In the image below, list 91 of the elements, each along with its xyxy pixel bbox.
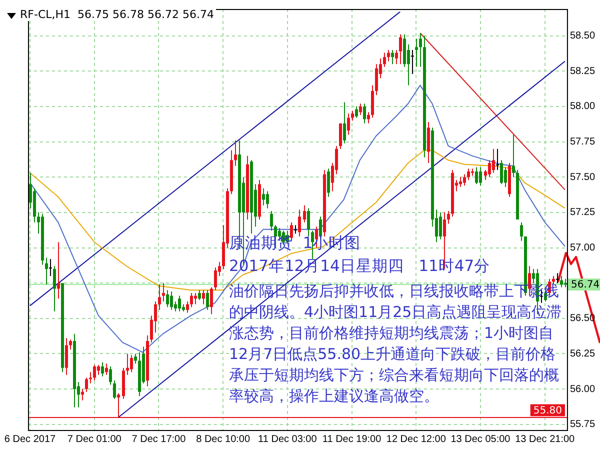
candlestick [415, 38, 418, 68]
candlestick [496, 148, 499, 171]
y-tick-label: 58.00 [570, 101, 596, 112]
y-tick-label: 56.00 [570, 384, 596, 395]
candlestick [303, 204, 306, 223]
candlestick [166, 290, 169, 308]
candlestick [399, 34, 402, 65]
candlestick [479, 166, 482, 186]
candlestick [202, 290, 205, 305]
candlestick [298, 209, 301, 237]
candlestick [190, 292, 193, 308]
x-tick-label: 7 Dec 17:00 [132, 434, 186, 445]
candlestick [93, 364, 96, 382]
x-tick-label: 6 Dec 2017 [4, 434, 56, 445]
candlestick [210, 286, 213, 315]
x-tick-label: 11 Dec 03:00 [258, 434, 318, 445]
candlestick [234, 140, 237, 166]
y-tick-label: 57.00 [570, 242, 596, 254]
candlestick [178, 295, 181, 312]
candlestick [57, 242, 60, 300]
x-tick-label: 13 Dec 05:00 [450, 434, 511, 445]
candlestick [198, 290, 201, 301]
candlestick [270, 210, 273, 232]
y-tick-label: 57.50 [570, 172, 596, 183]
candlestick [130, 354, 133, 373]
candlestick [488, 160, 491, 178]
candlestick [134, 353, 137, 364]
candlestick [113, 380, 116, 400]
candlestick [367, 112, 370, 124]
candlestick [419, 32, 422, 68]
candlestick [339, 122, 342, 150]
candlestick [359, 103, 362, 116]
candlestick [355, 106, 358, 118]
candlestick [512, 134, 515, 178]
candlestick [556, 272, 559, 284]
candlestick [53, 266, 56, 312]
candlestick [395, 49, 398, 65]
candlestick [158, 284, 161, 310]
candlestick [411, 49, 414, 74]
candlestick [439, 212, 442, 240]
candlestick [504, 166, 507, 188]
y-tick-label: 56.25 [570, 348, 596, 360]
y-tick-label: 58.50 [570, 30, 596, 42]
y-tick-label: 57.75 [570, 136, 596, 148]
candlestick [101, 362, 104, 377]
candlestick [266, 190, 269, 209]
candlestick [214, 267, 217, 291]
candlestick [170, 291, 173, 310]
candlestick [500, 160, 503, 185]
candlestick [69, 339, 72, 350]
ref-line-label: 55.80 [533, 405, 562, 416]
candlestick [45, 257, 48, 285]
candlestick [560, 276, 563, 288]
candlestick [186, 300, 189, 314]
candlestick [463, 174, 466, 186]
candlestick [387, 49, 390, 62]
candlestick [327, 168, 330, 198]
candlestick [351, 110, 354, 122]
candlestick [475, 166, 478, 185]
candlestick [391, 49, 394, 65]
candlestick [109, 366, 112, 386]
candlestick [105, 363, 108, 376]
candlestick [383, 52, 386, 68]
candlestick [363, 103, 366, 124]
candlestick [375, 64, 378, 96]
candlestick [262, 188, 265, 206]
candlestick [467, 168, 470, 180]
y-tick-label: 57.25 [570, 207, 596, 218]
candlestick [65, 338, 68, 376]
candlestick [520, 222, 523, 242]
candlestick [162, 282, 165, 302]
y-tick-label: 58.25 [570, 66, 596, 77]
candlestick [447, 210, 450, 224]
candlestick [89, 372, 92, 384]
candlestick [49, 258, 52, 277]
x-tick-label: 11 Dec 19:00 [322, 434, 382, 445]
candlestick [206, 290, 209, 310]
x-tick-label: 7 Dec 01:00 [67, 434, 122, 445]
candlestick [97, 364, 100, 376]
x-tick-label: 12 Dec 12:00 [386, 434, 446, 445]
chart-subtitle: RF-CL,H1 56.75 56.78 56.72 56.74 [18, 8, 216, 21]
x-tick-label: 8 Dec 10:00 [196, 434, 250, 445]
candlestick [307, 208, 310, 237]
candlestick [343, 102, 346, 144]
candlestick [347, 113, 350, 136]
ref-line-label: 56.74 [570, 280, 600, 291]
candlestick [274, 224, 277, 248]
candlestick [85, 377, 88, 392]
x-tick-label: 13 Dec 21:00 [515, 434, 576, 445]
y-tick-label: 55.75 [570, 419, 596, 430]
candlestick [492, 148, 495, 174]
